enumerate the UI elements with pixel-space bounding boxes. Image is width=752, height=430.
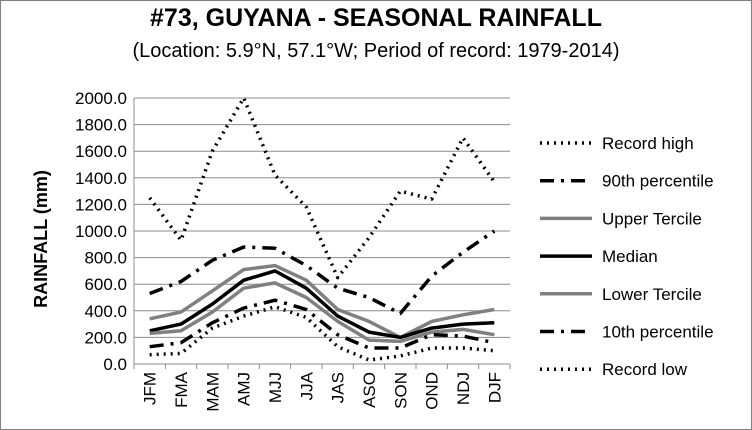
legend: Record high 90th percentile Upper Tercile M…	[540, 134, 714, 379]
grid-lines	[134, 97, 510, 338]
legend-label: Median	[602, 247, 658, 266]
y-tick-label: 1800.0	[75, 116, 127, 135]
x-tick-label: JJA	[297, 371, 316, 400]
chart-title: #73, GUYANA - SEASONAL RAINFALL	[150, 4, 602, 32]
y-tick-label: 200.0	[84, 328, 127, 347]
y-tick-label: 400.0	[84, 302, 127, 321]
series-line	[149, 305, 495, 362]
series-line	[149, 269, 495, 340]
series-line	[149, 229, 496, 316]
x-tick-label: MJJ	[266, 372, 285, 403]
x-tick-label: JAS	[329, 372, 348, 403]
series-line	[149, 281, 495, 344]
x-tick-label: DJF	[485, 372, 504, 403]
y-tick-label: 1000.0	[75, 222, 127, 241]
y-tick-label: 1600.0	[75, 142, 127, 161]
y-tick-label: 800.0	[84, 249, 127, 268]
legend-label: Record low	[602, 360, 688, 379]
series-line	[149, 263, 495, 340]
x-tick-label: AMJ	[235, 372, 254, 406]
y-tick-label: 1400.0	[75, 169, 127, 188]
x-tick-label: OND	[423, 372, 442, 410]
y-tick-label: 0.0	[103, 355, 127, 374]
legend-label: 90th percentile	[602, 172, 714, 191]
legend-label: Upper Tercile	[602, 209, 702, 228]
x-tick-label: NDJ	[454, 372, 473, 405]
axes: 0.0 200.0 400.0 600.0 800.0 1000.0 1200.0 1400.…	[75, 89, 511, 412]
series-line	[149, 298, 495, 350]
y-tick-label: 1200.0	[75, 195, 127, 214]
y-axis-label: RAINFALL (mm)	[31, 170, 51, 308]
legend-label: 10th percentile	[602, 323, 714, 342]
legend-label: Lower Tercile	[602, 285, 702, 304]
x-tick-label: FMA	[172, 371, 191, 408]
y-tick-label: 600.0	[84, 275, 127, 294]
x-tick-label: SON	[391, 372, 410, 409]
x-tick-label: MAM	[203, 372, 222, 412]
y-tick-label: 2000.0	[75, 89, 127, 108]
legend-label: Record high	[602, 134, 694, 153]
series-lines	[148, 96, 496, 362]
chart-subtitle: (Location: 5.9°N, 57.1°W; Period of reco…	[132, 40, 620, 62]
x-tick-label: JFM	[141, 372, 160, 405]
x-tick-label: ASO	[360, 372, 379, 408]
